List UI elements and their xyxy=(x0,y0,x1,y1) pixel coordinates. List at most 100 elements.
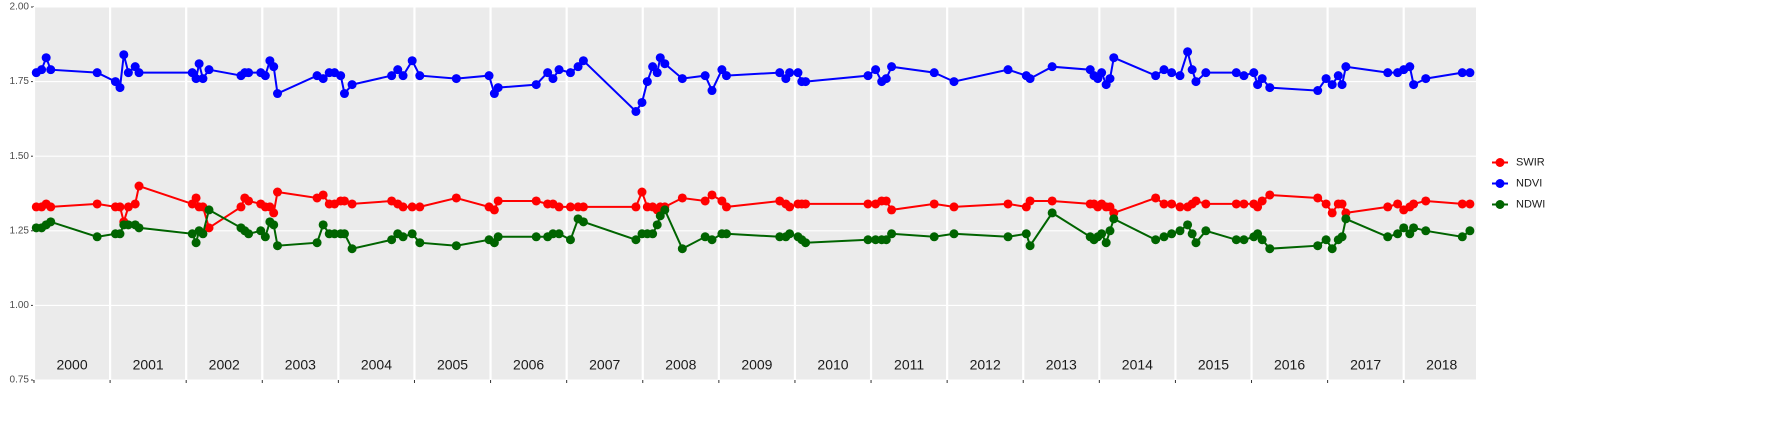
data-point xyxy=(1003,232,1013,242)
data-point xyxy=(700,196,710,206)
x-tick-label: 2005 xyxy=(437,357,468,373)
data-point xyxy=(347,199,357,209)
data-point xyxy=(1151,235,1161,245)
data-point xyxy=(260,71,270,81)
data-point xyxy=(871,65,881,75)
data-point xyxy=(493,83,503,93)
data-point xyxy=(949,202,959,212)
data-point xyxy=(1201,199,1211,209)
data-point xyxy=(1231,199,1241,209)
data-point xyxy=(1393,229,1403,239)
data-point xyxy=(1457,199,1467,209)
data-point xyxy=(1409,199,1419,209)
data-point xyxy=(92,232,102,242)
data-point xyxy=(554,229,564,239)
data-point xyxy=(1047,208,1057,218)
data-point xyxy=(1105,226,1115,236)
data-point xyxy=(273,187,283,197)
data-point xyxy=(721,202,731,212)
x-tick-label: 2010 xyxy=(817,357,848,373)
data-point xyxy=(1201,68,1211,78)
data-point xyxy=(46,65,56,75)
data-point xyxy=(700,232,710,242)
data-point xyxy=(785,68,795,78)
x-tick-label: 2006 xyxy=(513,357,544,373)
data-point xyxy=(631,106,641,116)
data-point xyxy=(881,74,891,84)
data-point xyxy=(1409,223,1419,233)
legend-label: NDWI xyxy=(1516,198,1545,210)
data-point xyxy=(1201,226,1211,236)
data-point xyxy=(1159,65,1169,75)
data-point xyxy=(1313,241,1323,251)
data-point xyxy=(785,229,795,239)
legend-key-point xyxy=(1495,179,1505,188)
data-point xyxy=(123,220,133,230)
data-point xyxy=(451,74,461,84)
data-point xyxy=(451,193,461,203)
data-point xyxy=(1191,196,1201,206)
data-point xyxy=(347,244,357,254)
data-point xyxy=(347,80,357,90)
data-point xyxy=(1313,86,1323,96)
data-point xyxy=(339,89,349,99)
data-point xyxy=(484,71,494,81)
y-tick-label: 0.75 xyxy=(10,375,30,386)
data-point xyxy=(887,62,897,72)
data-point xyxy=(1421,196,1431,206)
data-point xyxy=(554,65,564,75)
data-point xyxy=(660,205,670,215)
data-point xyxy=(1151,71,1161,81)
x-tick-label: 2011 xyxy=(894,357,924,373)
x-tick-label: 2014 xyxy=(1122,357,1153,373)
data-point xyxy=(1321,199,1331,209)
data-point xyxy=(1191,238,1201,248)
data-point xyxy=(652,68,662,78)
data-point xyxy=(642,77,652,87)
data-point xyxy=(204,205,214,215)
data-point xyxy=(531,80,541,90)
data-point xyxy=(1097,68,1107,78)
data-point xyxy=(1097,229,1107,239)
data-point xyxy=(565,202,575,212)
data-point xyxy=(1239,199,1249,209)
data-point xyxy=(191,238,201,248)
data-point xyxy=(415,238,425,248)
data-point xyxy=(407,202,417,212)
data-point xyxy=(881,196,891,206)
x-tick-label: 2017 xyxy=(1350,357,1381,373)
data-point xyxy=(1239,235,1249,245)
data-point xyxy=(92,68,102,78)
data-point xyxy=(1167,229,1177,239)
y-tick-label: 1.00 xyxy=(10,300,30,311)
data-point xyxy=(543,68,553,78)
data-point xyxy=(312,238,322,248)
data-point xyxy=(863,235,873,245)
data-point xyxy=(863,199,873,209)
x-tick-label: 2009 xyxy=(741,357,772,373)
data-point xyxy=(949,77,959,87)
data-point xyxy=(339,196,349,206)
data-point xyxy=(929,68,939,78)
data-point xyxy=(415,202,425,212)
data-point xyxy=(269,62,279,72)
data-point xyxy=(707,235,717,245)
legend-label: SWIR xyxy=(1516,156,1545,168)
data-point xyxy=(631,235,641,245)
x-tick-label: 2001 xyxy=(133,357,164,373)
data-point xyxy=(387,235,397,245)
data-point xyxy=(1265,244,1275,254)
data-point xyxy=(244,229,254,239)
data-point xyxy=(801,199,811,209)
data-point xyxy=(1383,202,1393,212)
data-point xyxy=(451,241,461,251)
data-point xyxy=(398,202,408,212)
data-point xyxy=(1109,53,1119,63)
data-point xyxy=(1457,232,1467,242)
data-point xyxy=(92,199,102,209)
data-point xyxy=(1337,80,1347,90)
data-point xyxy=(339,229,349,239)
data-point xyxy=(273,89,283,99)
data-point xyxy=(1393,199,1403,209)
